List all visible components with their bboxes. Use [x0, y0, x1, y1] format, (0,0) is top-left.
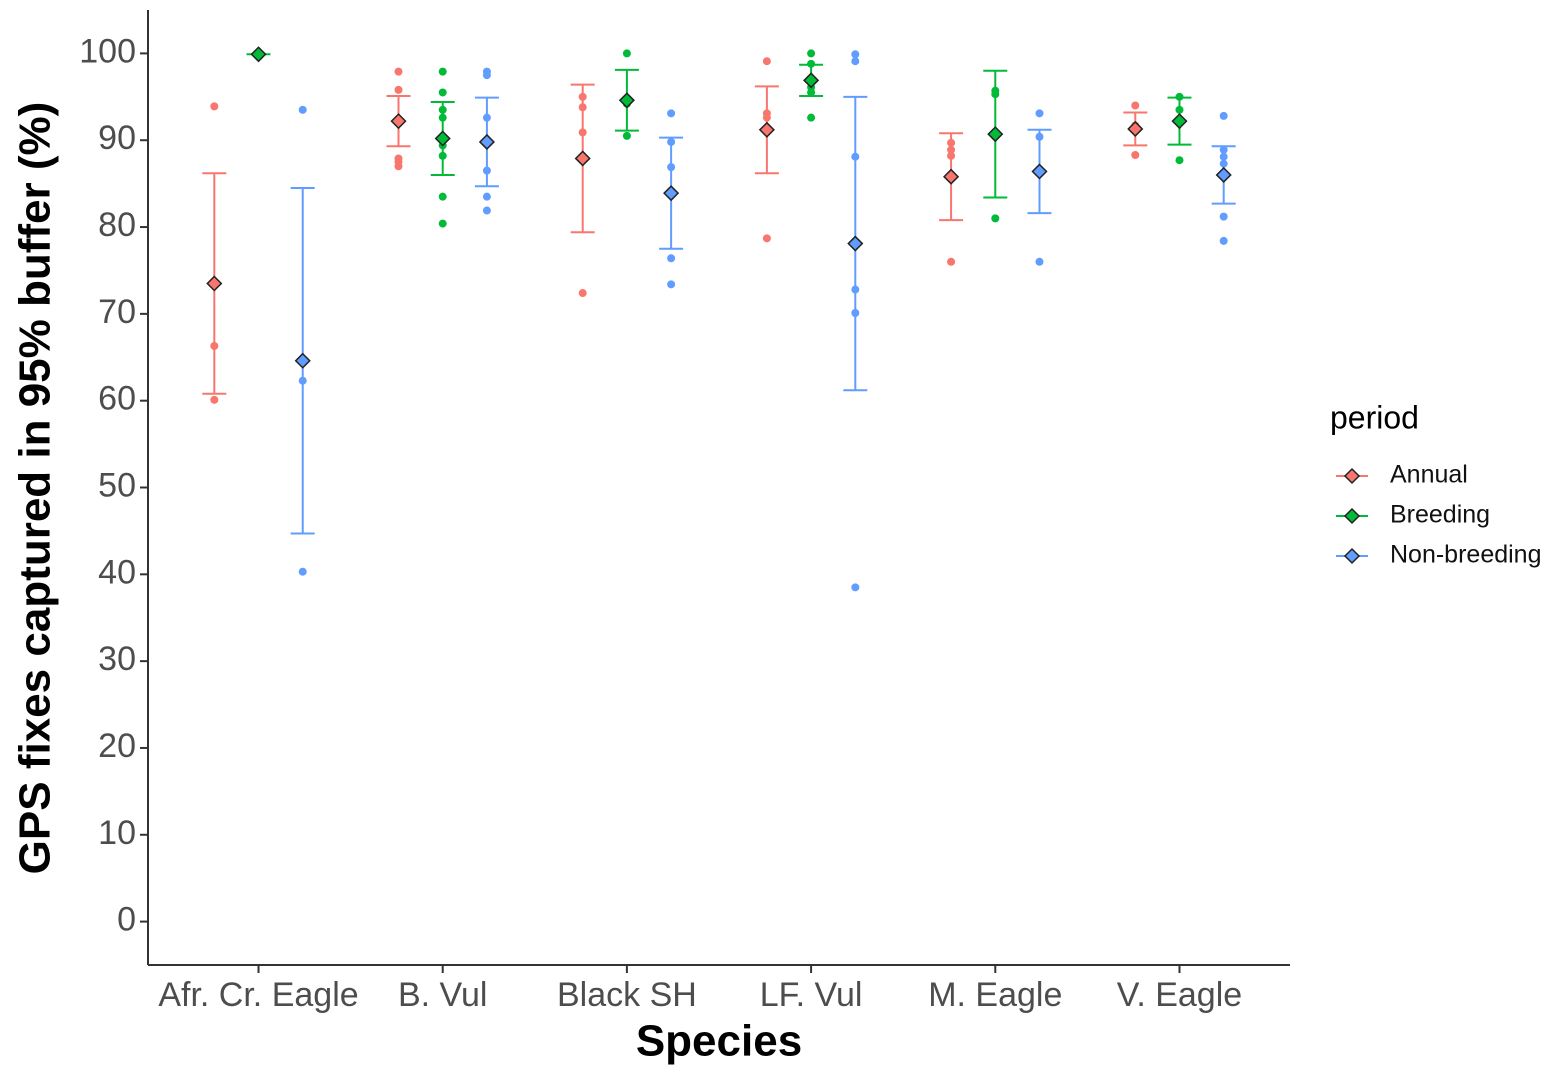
data-point	[438, 88, 447, 97]
legend-label: Breeding	[1390, 501, 1490, 529]
x-tick-label: V. Eagle	[1117, 976, 1242, 1014]
data-point	[851, 583, 860, 592]
data-point	[667, 109, 676, 118]
data-point	[1035, 109, 1044, 118]
data-point	[851, 50, 860, 59]
data-point	[438, 192, 447, 201]
data-point	[210, 102, 219, 111]
mean-marker	[847, 235, 864, 252]
y-tick-label: 20	[98, 727, 136, 765]
y-tick-label: 50	[98, 466, 136, 504]
x-tick-label: LF. Vul	[760, 976, 863, 1014]
y-tick-label: 10	[98, 814, 136, 852]
x-tick-label: B. Vul	[398, 976, 487, 1014]
data-point	[482, 192, 491, 201]
y-tick-label: 100	[79, 32, 136, 70]
data-point	[807, 49, 816, 58]
x-tick-label: Black SH	[557, 976, 697, 1014]
x-axis-title: Species	[636, 1017, 802, 1066]
mean-marker	[434, 130, 451, 147]
data-point	[1219, 111, 1228, 120]
data-point	[1131, 101, 1140, 110]
legend-key-marker	[1343, 507, 1361, 525]
mean-marker	[206, 275, 223, 292]
mean-marker	[250, 46, 267, 63]
data-point	[622, 49, 631, 58]
mean-marker	[758, 121, 775, 138]
data-point	[622, 131, 631, 140]
y-tick-label: 0	[117, 901, 136, 939]
y-tick-label: 40	[98, 553, 136, 591]
mean-marker	[1127, 120, 1144, 138]
mean-marker	[1171, 113, 1188, 130]
data-point	[667, 254, 676, 263]
data-point	[1131, 150, 1140, 159]
y-tick-label: 60	[98, 380, 136, 418]
legend-key-marker	[1343, 467, 1361, 485]
x-tick-label: M. Eagle	[928, 976, 1062, 1014]
data-point	[851, 57, 860, 66]
mean-marker	[478, 133, 495, 151]
data-point	[762, 234, 771, 243]
legend-label: Annual	[1390, 461, 1468, 489]
data-point	[1175, 156, 1184, 165]
data-point	[394, 67, 403, 76]
mean-marker	[390, 113, 407, 130]
data-point	[438, 219, 447, 228]
data-point	[807, 113, 816, 122]
data-point	[210, 395, 219, 404]
data-point	[1219, 212, 1228, 221]
y-tick-label: 80	[98, 206, 136, 244]
data-point	[394, 85, 403, 94]
mean-marker	[1215, 166, 1232, 184]
data-point	[667, 280, 676, 289]
mean-marker	[663, 185, 680, 202]
data-point	[1219, 236, 1228, 245]
mean-marker	[987, 126, 1004, 143]
x-tick-label: Afr. Cr. Eagle	[158, 976, 358, 1014]
data-point	[991, 214, 1000, 223]
data-point	[298, 105, 307, 114]
legend-title: period	[1330, 399, 1419, 435]
mean-marker	[618, 92, 635, 109]
mean-marker	[294, 352, 311, 369]
data-point	[578, 289, 587, 298]
y-tick-label: 30	[98, 640, 136, 678]
data-point	[482, 71, 491, 80]
data-point	[947, 257, 956, 266]
mean-marker	[1031, 163, 1048, 180]
legend-key-marker	[1343, 547, 1361, 565]
mean-marker	[574, 150, 591, 167]
mean-marker	[943, 168, 960, 185]
y-axis-title: GPS fixes captured in 95% buffer (%)	[11, 102, 60, 875]
data-point	[298, 567, 307, 576]
legend-label: Non-breeding	[1390, 541, 1542, 569]
mean-marker	[803, 72, 820, 89]
data-point	[394, 157, 403, 166]
data-point	[482, 206, 491, 215]
data-point	[438, 67, 447, 76]
data-point	[1035, 257, 1044, 266]
y-tick-label: 90	[98, 119, 136, 157]
data-point	[762, 57, 771, 66]
y-tick-label: 70	[98, 293, 136, 331]
